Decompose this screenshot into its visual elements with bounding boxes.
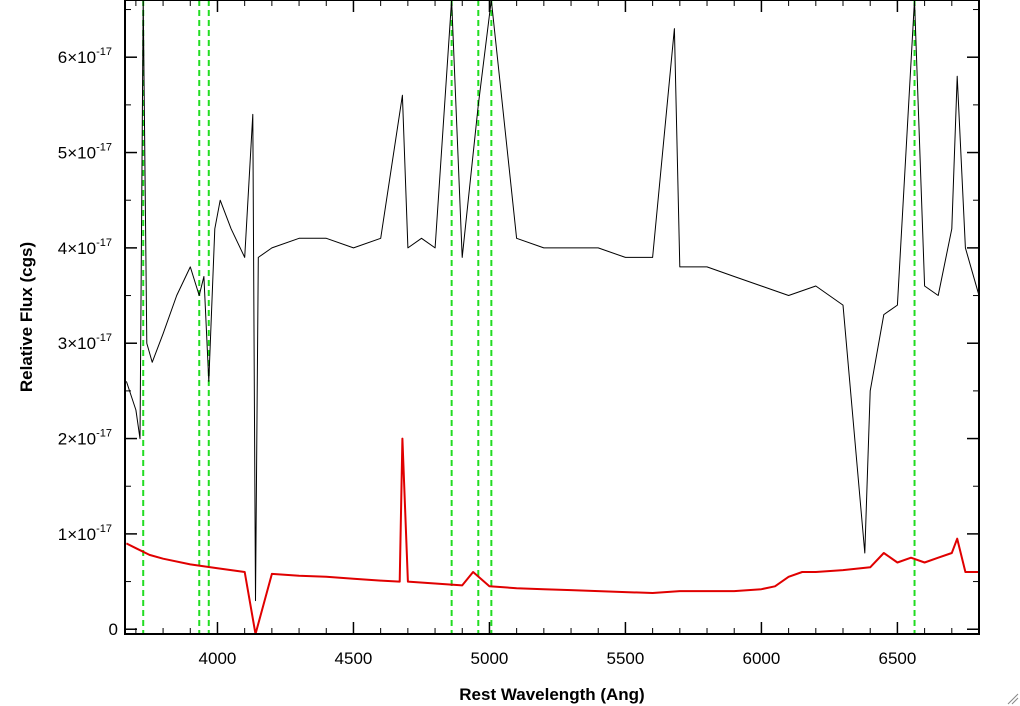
x-tick-label-5: 6500 [878,649,916,668]
x-axis-title: Rest Wavelength (Ang) [459,685,644,704]
y-tick-label-2: 2×10-17 [58,428,112,449]
x-axis: 4000 4500 5000 5500 6000 6500 [135,0,980,668]
y-tick-label-5: 5×10-17 [58,142,112,163]
x-tick-label-2: 5000 [471,649,509,668]
x-tick-label-1: 4500 [335,649,373,668]
y-tick-label-4: 4×10-17 [58,237,112,258]
y-tick-label-0: 0 [109,620,118,639]
plot-frame [124,0,980,635]
y-tick-label-3: 3×10-17 [58,332,112,353]
y-axis: 0 1×10-17 2×10-17 3×10-17 4×10-17 5×10-17 6×10… [58,9,979,639]
y-tick-label-6: 6×10-17 [58,46,112,67]
series-line-1 [125,437,979,634]
reference-lines [142,0,916,634]
x-tick-label-4: 6000 [743,649,781,668]
y-tick-label-1: 1×10-17 [58,523,112,544]
series-group [125,0,979,634]
series-line-0 [125,0,979,602]
resize-grip-icon[interactable] [1007,693,1019,705]
x-tick-label-3: 5500 [607,649,645,668]
x-tick-label-0: 4000 [199,649,237,668]
y-axis-title: Relative Flux (cgs) [17,242,36,392]
